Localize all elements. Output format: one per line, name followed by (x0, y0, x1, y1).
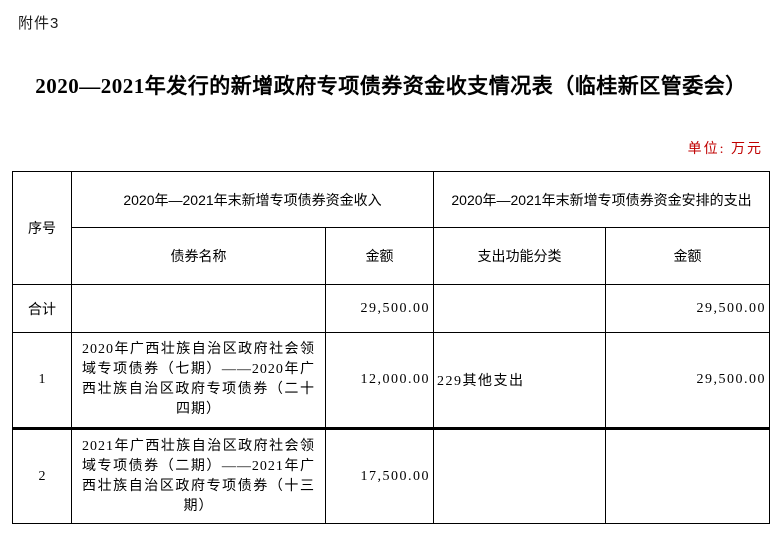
header-income-group: 2020年—2021年末新增专项债券资金收入 (70, 171, 435, 228)
cell-bond-name: 2021年广西壮族自治区政府社会领域专项债券（二期）——2021年广西壮族自治区… (71, 428, 326, 524)
cell-income-amount: 12,000.00 (324, 332, 435, 430)
table-row: 2 2021年广西壮族自治区政府社会领域专项债券（二期）——2021年广西壮族自… (12, 428, 771, 524)
cell-bond-name: 2020年广西壮族自治区政府社会领域专项债券（七期）——2020年广西壮族自治区… (71, 332, 326, 430)
cell-expense-amount: 29,500.00 (605, 332, 771, 430)
header-expense-group: 2020年—2021年末新增专项债券资金安排的支出 (433, 171, 771, 228)
header-income-amount: 金额 (324, 227, 435, 285)
header-serial: 序号 (12, 171, 72, 285)
cell-serial: 2 (12, 428, 72, 524)
cell-serial: 1 (12, 332, 72, 430)
bond-funds-table: 序号 2020年—2021年末新增专项债券资金收入 2020年—2021年末新增… (12, 171, 771, 524)
table-row: 1 2020年广西壮族自治区政府社会领域专项债券（七期）——2020年广西壮族自… (12, 332, 771, 430)
header-expense-amount: 金额 (605, 227, 771, 285)
cell-income-amount: 29,500.00 (324, 284, 435, 333)
page-title: 2020—2021年发行的新增政府专项债券资金收支情况表（临桂新区管委会） (35, 74, 747, 98)
cell-expense-function (433, 284, 607, 333)
header-expense-function: 支出功能分类 (433, 227, 607, 285)
cell-expense-function: 229其他支出 (433, 332, 607, 430)
cell-bond-name (71, 284, 326, 333)
header-bond-name: 债券名称 (71, 227, 326, 285)
cell-serial: 合计 (12, 284, 72, 333)
attachment-label: 附件3 (18, 15, 60, 32)
table-header-group-row: 序号 2020年—2021年末新增专项债券资金收入 2020年—2021年末新增… (12, 171, 771, 285)
table-header-sub-row: 债券名称 金额 支出功能分类 金额 (13, 227, 771, 285)
cell-income-amount: 17,500.00 (324, 428, 435, 524)
table-row-total: 合计 29,500.00 29,500.00 (12, 284, 771, 333)
cell-expense-amount: 29,500.00 (605, 284, 771, 333)
cell-expense-amount (605, 428, 771, 524)
cell-expense-function (433, 428, 607, 524)
unit-label: 单位: 万元 (687, 142, 763, 157)
